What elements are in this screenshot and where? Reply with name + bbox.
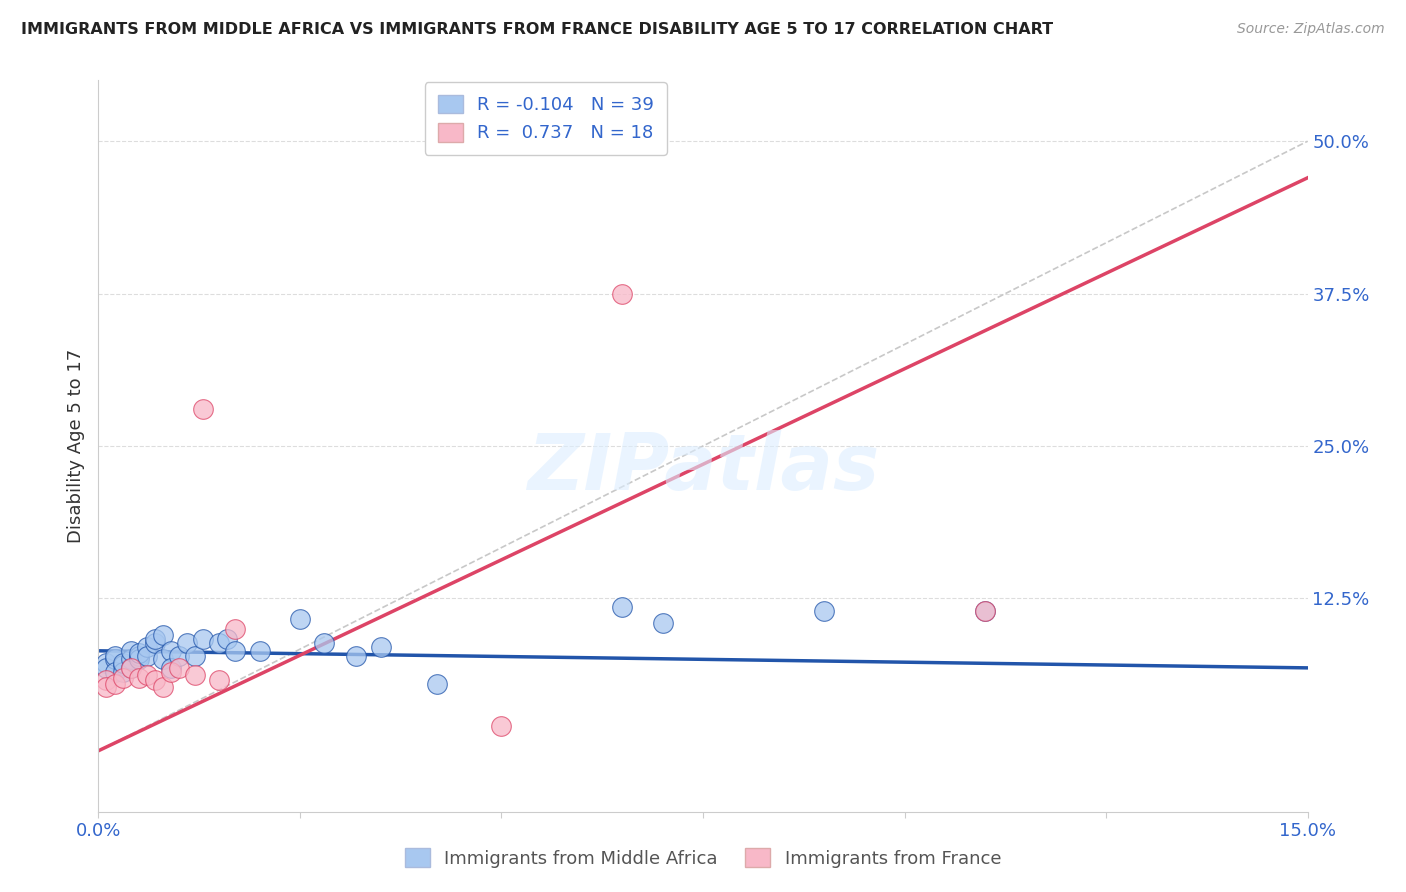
Point	[128, 652, 150, 666]
Point	[370, 640, 392, 655]
Point	[111, 656, 134, 670]
Point	[143, 636, 166, 650]
Point	[288, 612, 311, 626]
Point	[813, 604, 835, 618]
Point	[344, 648, 367, 663]
Point	[120, 661, 142, 675]
Point	[314, 636, 336, 650]
Point	[193, 632, 215, 646]
Point	[103, 676, 125, 690]
Point	[651, 615, 673, 630]
Point	[96, 673, 118, 687]
Point	[160, 644, 183, 658]
Point	[152, 681, 174, 695]
Point	[103, 648, 125, 663]
Point	[143, 632, 166, 646]
Point	[96, 656, 118, 670]
Y-axis label: Disability Age 5 to 17: Disability Age 5 to 17	[66, 349, 84, 543]
Point	[96, 661, 118, 675]
Point	[176, 636, 198, 650]
Point	[135, 648, 157, 663]
Point	[120, 661, 142, 675]
Point	[167, 661, 190, 675]
Point	[111, 665, 134, 679]
Point	[612, 286, 634, 301]
Point	[426, 676, 449, 690]
Text: Source: ZipAtlas.com: Source: ZipAtlas.com	[1237, 22, 1385, 37]
Point	[111, 671, 134, 685]
Point	[120, 652, 142, 666]
Point	[974, 604, 997, 618]
Point	[249, 644, 271, 658]
Point	[217, 632, 239, 646]
Text: IMMIGRANTS FROM MIDDLE AFRICA VS IMMIGRANTS FROM FRANCE DISABILITY AGE 5 TO 17 C: IMMIGRANTS FROM MIDDLE AFRICA VS IMMIGRA…	[21, 22, 1053, 37]
Point	[224, 622, 246, 636]
Point	[193, 402, 215, 417]
Point	[135, 668, 157, 682]
Point	[208, 673, 231, 687]
Text: ZIPatlas: ZIPatlas	[527, 430, 879, 506]
Point	[612, 599, 634, 614]
Point	[152, 628, 174, 642]
Point	[120, 644, 142, 658]
Point	[128, 646, 150, 660]
Point	[224, 644, 246, 658]
Point	[111, 658, 134, 673]
Point	[491, 719, 513, 733]
Point	[128, 648, 150, 663]
Point	[208, 636, 231, 650]
Point	[128, 671, 150, 685]
Legend: Immigrants from Middle Africa, Immigrants from France: Immigrants from Middle Africa, Immigrant…	[394, 838, 1012, 879]
Point	[96, 681, 118, 695]
Point	[974, 604, 997, 618]
Point	[184, 668, 207, 682]
Point	[160, 665, 183, 679]
Point	[103, 652, 125, 666]
Point	[135, 640, 157, 655]
Legend: R = -0.104   N = 39, R =  0.737   N = 18: R = -0.104 N = 39, R = 0.737 N = 18	[425, 82, 666, 155]
Point	[160, 661, 183, 675]
Point	[167, 648, 190, 663]
Point	[143, 673, 166, 687]
Point	[152, 652, 174, 666]
Point	[103, 665, 125, 679]
Point	[184, 648, 207, 663]
